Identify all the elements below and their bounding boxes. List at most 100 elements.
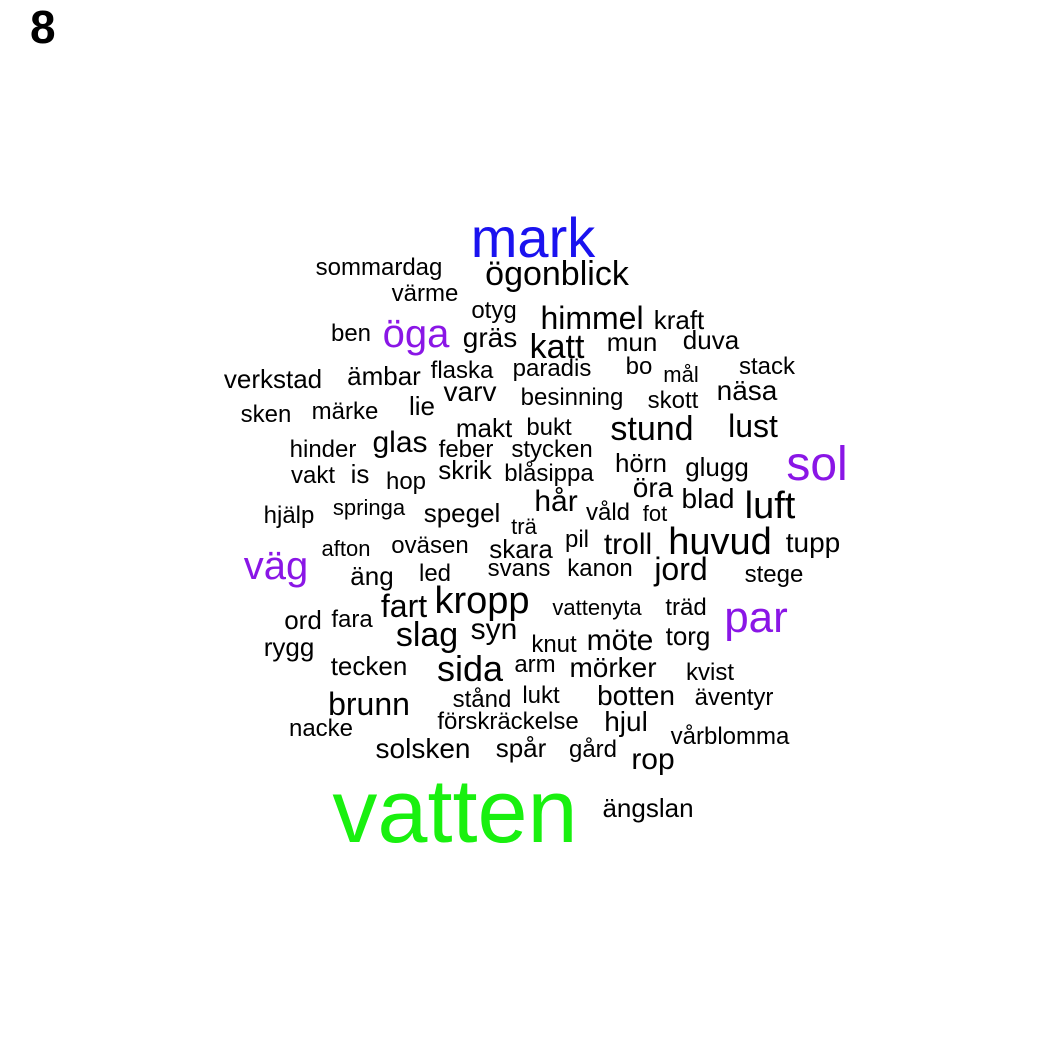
word-80: rygg: [263, 632, 315, 662]
word-16: duva: [682, 325, 740, 355]
word-82: sida: [436, 648, 504, 689]
word-91: nacke: [288, 715, 354, 742]
word-2: sol: [786, 438, 848, 491]
word-4: väg: [243, 544, 309, 588]
word-1: mark: [470, 206, 596, 269]
word-70: kropp: [434, 580, 530, 622]
word-95: solsken: [375, 733, 471, 764]
word-50: hjälp: [263, 502, 315, 529]
word-46: hop: [385, 468, 427, 495]
word-55: fot: [642, 501, 668, 526]
word-69: fart: [380, 588, 428, 624]
word-84: mörker: [569, 652, 657, 683]
word-20: paradis: [512, 355, 592, 382]
word-74: fara: [331, 606, 373, 633]
word-28: sken: [240, 401, 292, 428]
word-22: mål: [663, 362, 699, 387]
word-19: flaska: [430, 357, 494, 384]
word-97: gård: [568, 736, 618, 763]
word-31: makt: [455, 413, 513, 443]
word-98: rop: [631, 743, 675, 776]
word-52: spegel: [423, 498, 501, 528]
word-36: glas: [372, 426, 428, 459]
word-78: möte: [586, 624, 654, 657]
word-51: springa: [332, 495, 406, 520]
word-66: kanon: [567, 555, 633, 582]
word-90: äventyr: [694, 684, 774, 711]
word-87: stånd: [452, 686, 512, 713]
word-43: skrik: [438, 455, 492, 485]
word-48: blad: [681, 483, 735, 514]
word-56: afton: [321, 536, 371, 561]
word-65: svans: [487, 555, 551, 582]
word-35: hinder: [289, 436, 357, 463]
word-38: stycken: [511, 436, 593, 463]
word-26: besinning: [520, 384, 624, 411]
word-93: hjul: [604, 706, 648, 737]
word-75: slag: [395, 616, 459, 654]
word-79: torg: [665, 621, 711, 651]
word-94: vårblomma: [670, 723, 790, 750]
word-9: otyg: [471, 297, 517, 324]
word-59: pil: [564, 526, 590, 553]
word-44: blåsippa: [504, 460, 594, 487]
word-89: botten: [597, 680, 675, 711]
word-62: tupp: [785, 527, 841, 558]
word-34: lust: [728, 408, 778, 444]
word-83: arm: [514, 651, 556, 678]
word-67: jord: [654, 551, 708, 587]
word-18: ämbar: [347, 361, 421, 391]
word-0: vatten: [332, 762, 578, 862]
word-5: öga: [382, 312, 450, 356]
word-14: katt: [529, 328, 585, 366]
word-27: skott: [647, 387, 699, 414]
word-10: himmel: [540, 300, 644, 336]
word-24: varv: [443, 376, 497, 407]
word-49: luft: [744, 485, 796, 527]
word-61: huvud: [668, 521, 772, 563]
word-99: ängslan: [602, 793, 694, 823]
word-37: feber: [438, 436, 494, 463]
word-57: oväsen: [391, 532, 469, 559]
word-64: led: [418, 560, 452, 587]
word-32: bukt: [526, 414, 572, 441]
word-17: verkstad: [223, 364, 323, 394]
word-96: spår: [495, 733, 547, 763]
word-53: trä: [511, 514, 537, 539]
word-21: bo: [625, 353, 653, 380]
word-12: ben: [330, 320, 372, 347]
word-54: våld: [585, 499, 631, 526]
word-86: brunn: [328, 686, 410, 722]
word-41: vakt: [290, 462, 336, 489]
word-88: lukt: [522, 682, 560, 709]
word-47: hår: [534, 485, 578, 518]
word-11: kraft: [653, 305, 705, 335]
word-92: förskräckelse: [437, 708, 579, 735]
word-63: äng: [350, 561, 394, 591]
word-7: sommardag: [315, 254, 443, 281]
panel-label: 8: [30, 1, 56, 53]
word-60: troll: [603, 528, 653, 561]
word-77: knut: [531, 631, 577, 658]
word-72: träd: [665, 594, 707, 621]
word-25: näsa: [716, 375, 778, 406]
word-29: märke: [311, 398, 379, 425]
word-40: glugg: [685, 452, 749, 482]
word-30: lie: [408, 391, 436, 421]
word-42: is: [350, 459, 370, 489]
word-81: tecken: [330, 651, 408, 681]
word-85: kvist: [686, 659, 734, 686]
word-58: skara: [489, 534, 553, 564]
word-68: stege: [744, 561, 804, 588]
word-39: hörn: [614, 448, 668, 478]
word-8: värme: [391, 280, 459, 307]
word-13: gräs: [462, 322, 518, 353]
word-15: mun: [606, 327, 658, 357]
word-6: ögonblick: [485, 255, 629, 293]
word-71: vattenyta: [552, 595, 642, 620]
word-45: öra: [632, 472, 674, 503]
word-33: stund: [610, 410, 694, 448]
word-76: syn: [470, 613, 518, 646]
word-73: ord: [284, 605, 322, 635]
